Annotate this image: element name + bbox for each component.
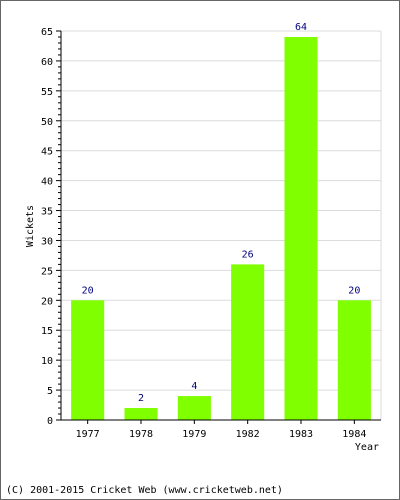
y-tick-label: 60 — [41, 57, 53, 68]
x-tick-label-1982: 1982 — [236, 429, 260, 440]
y-axis-title: Wickets — [25, 205, 36, 247]
x-tick-label-1979: 1979 — [182, 429, 206, 440]
bar-1984 — [337, 300, 371, 420]
data-label-1979: 4 — [191, 381, 197, 392]
y-tick-label: 40 — [41, 177, 53, 188]
copyright-footer: (C) 2001-2015 Cricket Web (www.cricketwe… — [6, 485, 283, 496]
y-tick-label: 65 — [41, 27, 53, 38]
bars — [71, 36, 371, 420]
bar-1982 — [231, 264, 265, 420]
y-tick-label: 35 — [41, 207, 53, 218]
bar-1978 — [124, 408, 158, 420]
y-tick-label: 5 — [47, 386, 53, 397]
data-label-1983: 64 — [295, 22, 307, 33]
y-tick-label: 25 — [41, 266, 53, 277]
x-tick-label-1978: 1978 — [129, 429, 153, 440]
data-label-1982: 26 — [242, 249, 254, 260]
bar-1977 — [71, 300, 105, 420]
data-label-1978: 2 — [138, 393, 144, 404]
x-tick-label-1983: 1983 — [289, 429, 313, 440]
y-tick-label: 50 — [41, 117, 53, 128]
x-tick-label-1984: 1984 — [342, 429, 366, 440]
data-labels: 20 2 4 26 64 20 — [82, 22, 361, 404]
y-tick-label: 10 — [41, 356, 53, 367]
data-label-1977: 20 — [82, 285, 94, 296]
bar-1979 — [177, 396, 211, 420]
y-tick-label: 55 — [41, 87, 53, 98]
y-tick-label: 20 — [41, 296, 53, 307]
y-tick-label: 45 — [41, 147, 53, 158]
bar-1983 — [284, 36, 318, 420]
y-tick-label: 15 — [41, 326, 53, 337]
x-axis-title: Year — [355, 442, 379, 453]
x-tick-label-1977: 1977 — [76, 429, 100, 440]
grid-lines — [61, 30, 382, 420]
y-tick-label: 0 — [47, 416, 53, 427]
axes: 0 5 10 15 20 25 30 35 40 45 50 55 60 65 1977 1978 1979 19… — [41, 27, 381, 440]
y-tick-label: 30 — [41, 236, 53, 247]
data-label-1984: 20 — [348, 285, 360, 296]
